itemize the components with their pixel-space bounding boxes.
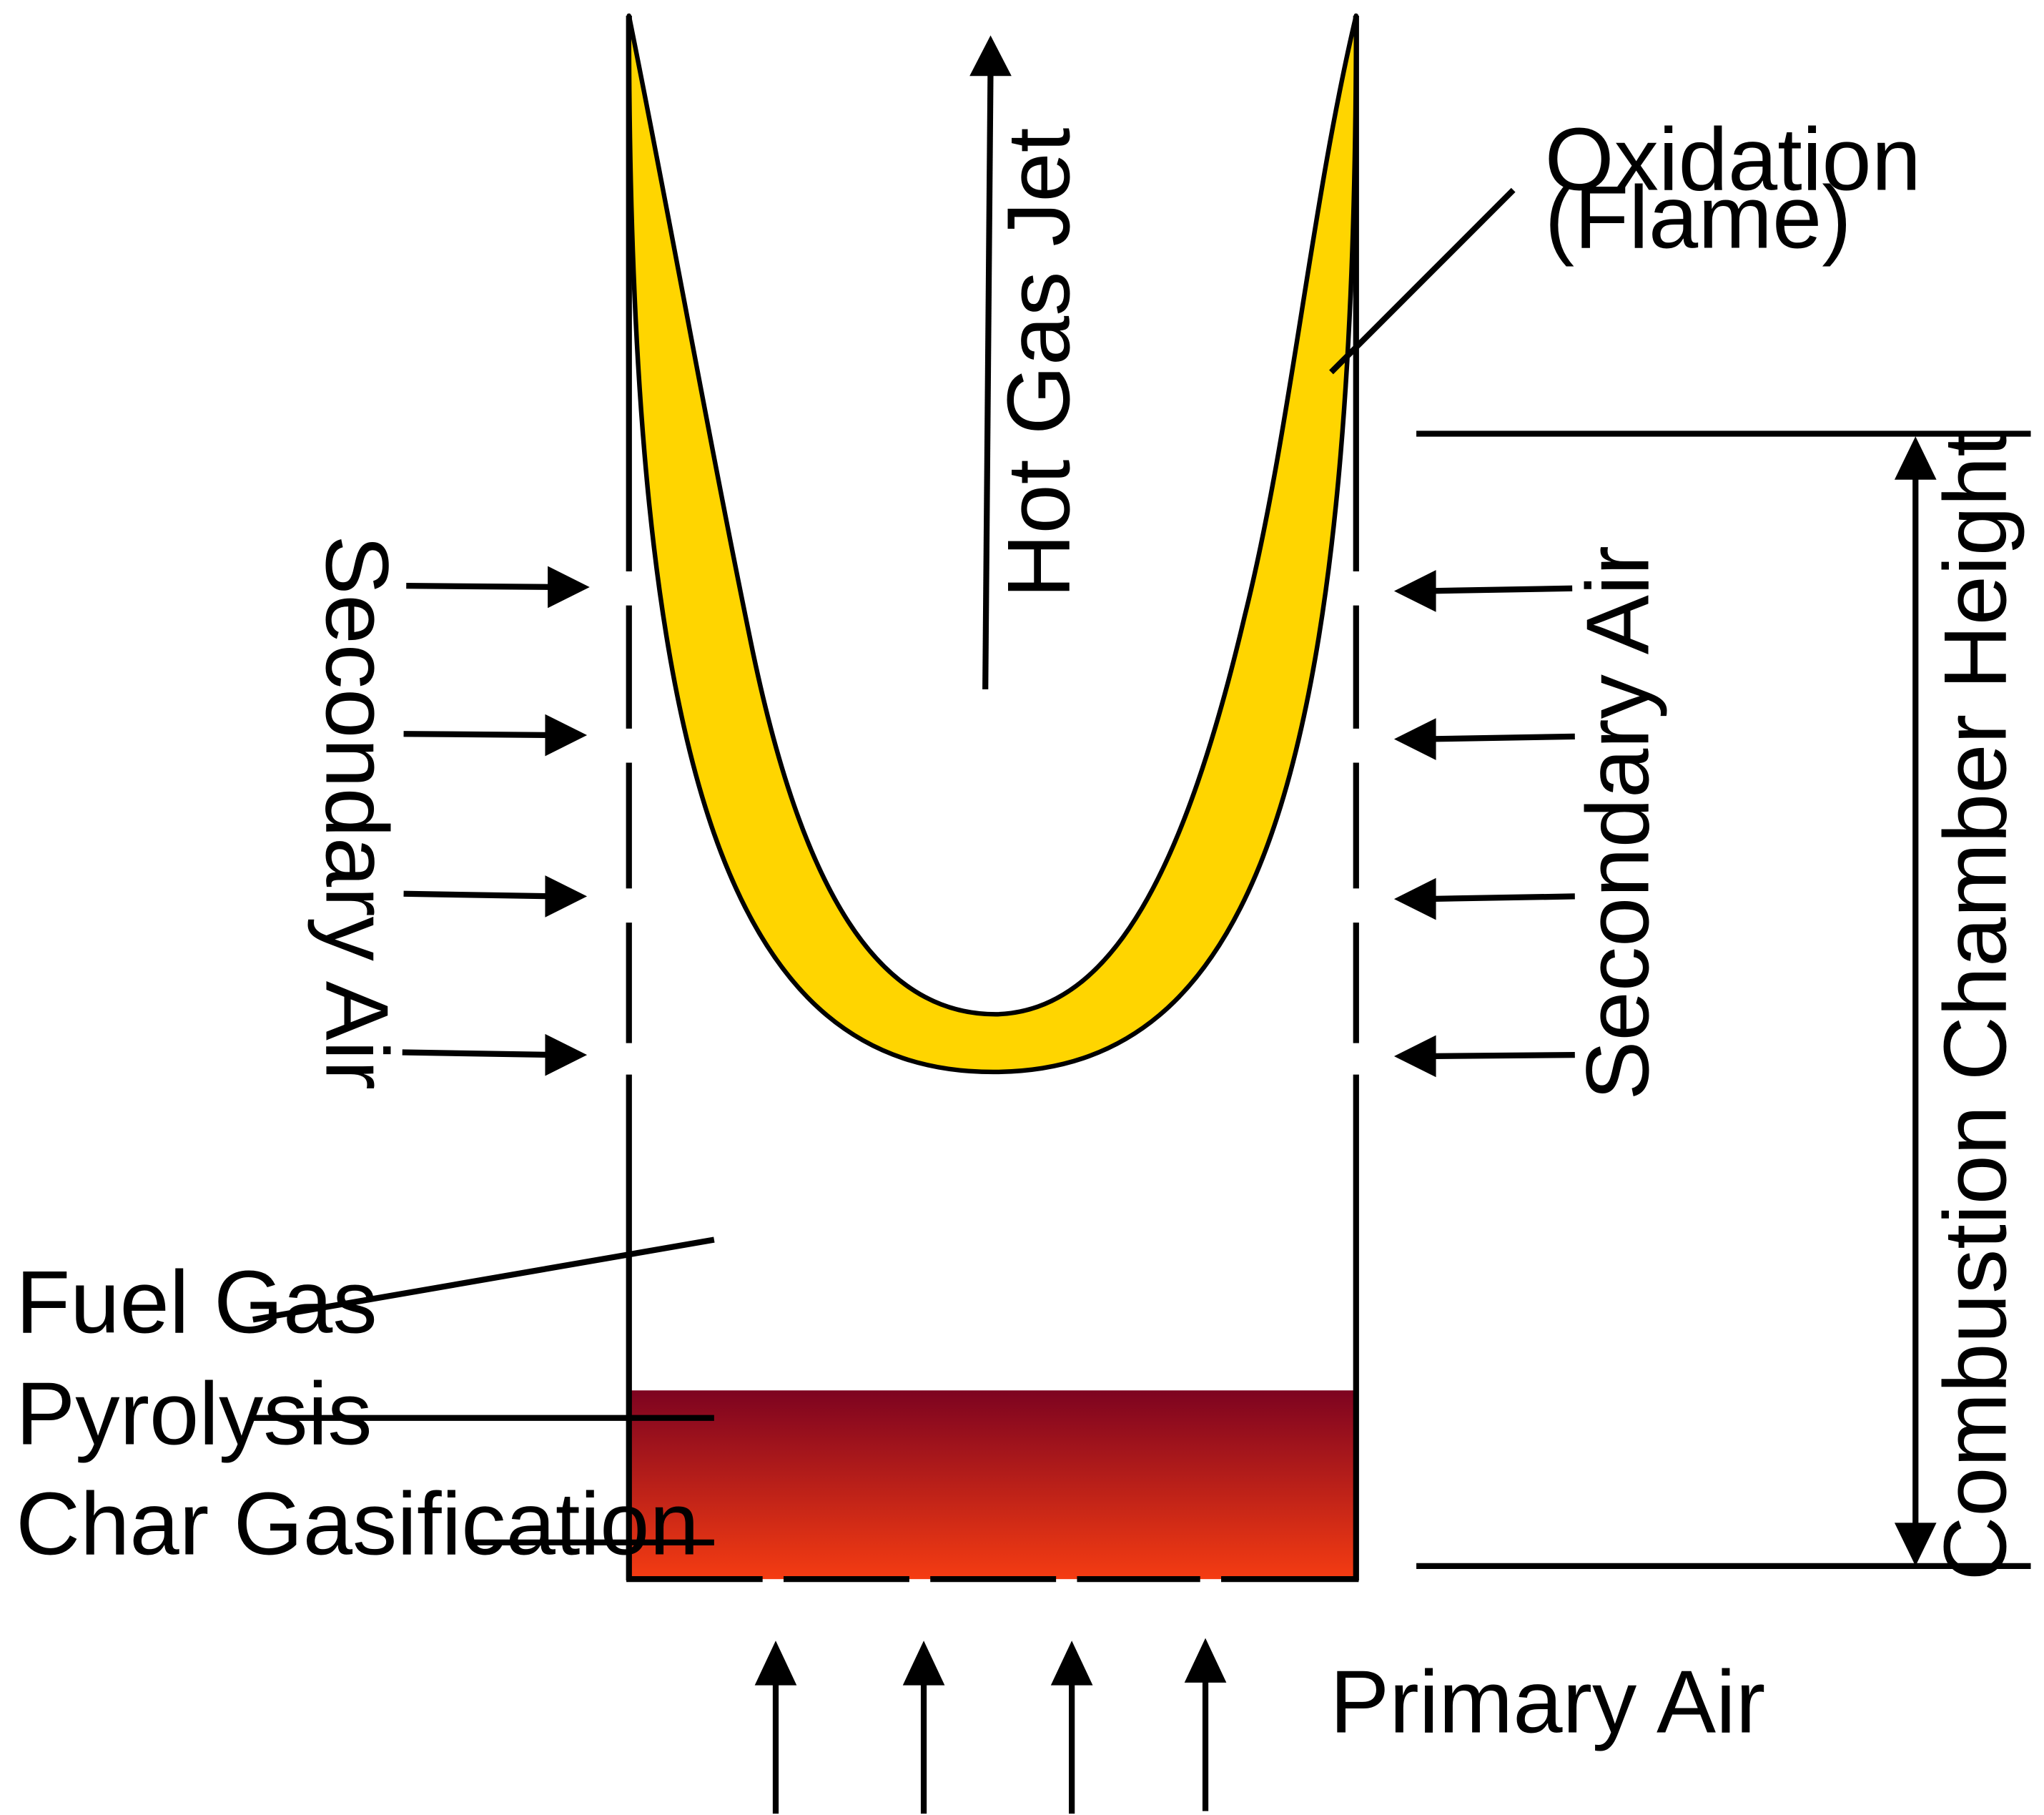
flame-zone (626, 13, 1358, 1075)
secondary-air-arrow-left-1 (406, 566, 590, 609)
pyrolysis-label: Pyrolysis (16, 1364, 372, 1463)
chamber-height-dimension (1416, 431, 2031, 1569)
flame-label: (Flame) (1545, 167, 1852, 267)
secondary-air-arrow-left-3 (403, 875, 588, 918)
primary-air-arrow-1 (754, 1641, 797, 1814)
secondary-air-right-label: Secondary Air (1568, 546, 1667, 1101)
secondary-air-arrow-right-1 (1393, 570, 1573, 612)
secondary-air-left-label: Secondary Air (307, 535, 406, 1090)
hot-gas-jet-arrow (969, 35, 1012, 689)
primary-air-arrow-3 (1050, 1641, 1093, 1814)
char-gasification-label: Char Gasification (16, 1474, 699, 1573)
fuel-bed (630, 1390, 1355, 1580)
primary-air-arrow-4 (1184, 1638, 1227, 1811)
secondary-air-arrow-left-4 (402, 1033, 588, 1076)
oxidation-leader-line (1329, 187, 1516, 375)
combustion-chamber-height-label: Combustion Chamber Height (1926, 432, 2025, 1581)
fuel-gas-leader-line (252, 1236, 715, 1323)
secondary-air-arrow-right-4 (1393, 1035, 1575, 1078)
secondary-air-arrow-left-2 (403, 714, 588, 757)
fuel-gas-label: Fuel Gas (16, 1253, 377, 1352)
secondary-air-arrow-right-3 (1393, 877, 1575, 920)
oxidation-label: Oxidation (1545, 110, 1921, 210)
secondary-air-arrow-right-2 (1393, 718, 1575, 760)
hot-gas-jet-label: Hot Gas Jet (989, 128, 1088, 599)
primary-air-arrow-2 (902, 1641, 945, 1814)
primary-air-label: Primary Air (1330, 1653, 1765, 1752)
